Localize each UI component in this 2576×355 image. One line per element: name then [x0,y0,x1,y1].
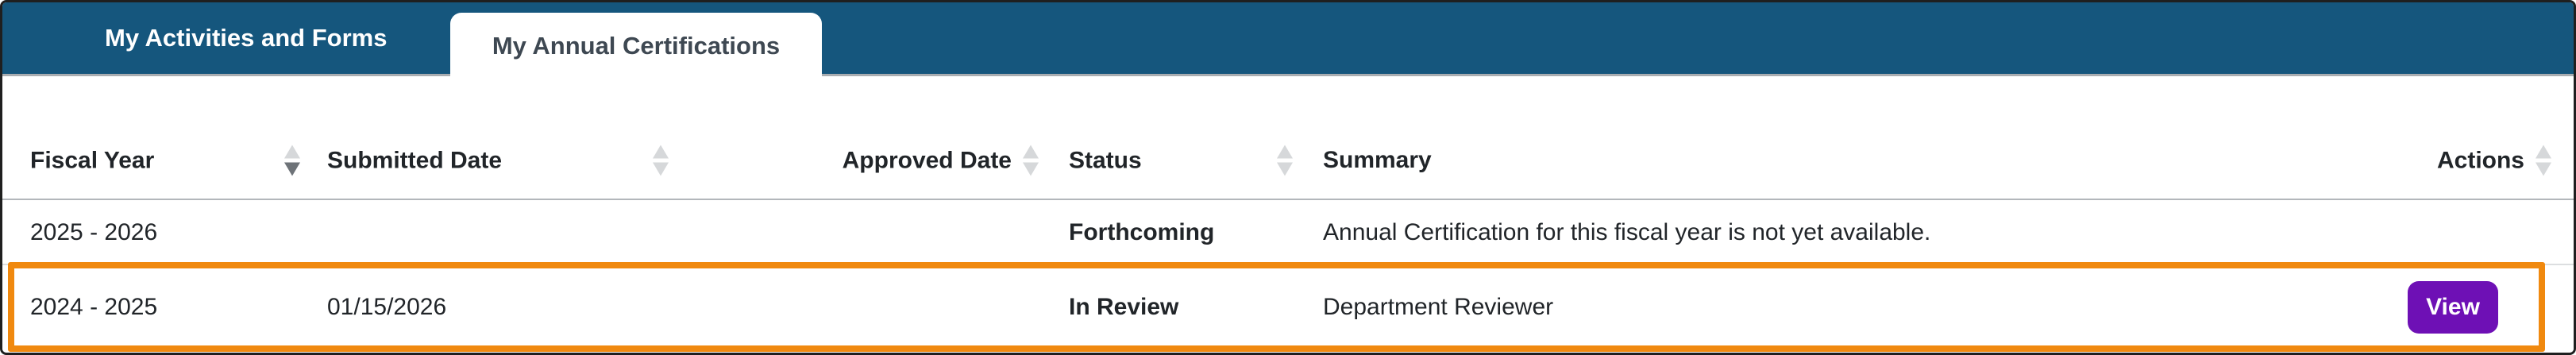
tab-bar: My Activities and Forms My Annual Certif… [2,2,2574,79]
caret-down-icon [2536,162,2551,176]
column-header-submitted-date[interactable]: Submitted Date [327,145,669,176]
column-label-approved-date: Approved Date [842,147,1012,173]
table-row: 2024 - 2025 01/15/2026 In Review Departm… [14,268,2539,345]
tab-my-activities-and-forms[interactable]: My Activities and Forms [105,24,388,52]
table-row: 2025 - 2026 Forthcoming Annual Certifica… [2,202,2574,265]
view-button[interactable]: View [2408,280,2498,334]
certifications-table: Fiscal Year Submitted Date Approved Date… [2,76,2574,353]
column-header-approved-date[interactable]: Approved Date [800,145,1039,176]
caret-down-icon [653,162,669,176]
column-label-actions: Actions [2436,147,2524,173]
sort-icon[interactable] [2536,145,2551,176]
fiscal-year-cell: 2025 - 2026 [30,219,158,245]
sort-icon[interactable] [653,145,669,176]
submitted-date-cell: 01/15/2026 [327,293,447,320]
column-header-status[interactable]: Status [1069,145,1293,176]
sort-icon[interactable] [1023,145,1039,176]
tab-my-annual-certifications[interactable]: My Annual Certifications [450,13,822,79]
caret-down-icon [1023,162,1039,176]
sort-icon[interactable] [1277,145,1293,176]
caret-up-icon [1277,145,1293,159]
fiscal-year-cell: 2024 - 2025 [30,293,158,320]
highlighted-row-outline: 2024 - 2025 01/15/2026 In Review Departm… [8,262,2545,352]
sort-icon[interactable] [284,145,300,176]
caret-up-icon [284,145,300,159]
caret-down-icon [1277,162,1293,176]
table-header-row: Fiscal Year Submitted Date Approved Date… [2,122,2574,200]
column-label-summary: Summary [1323,147,1432,173]
summary-cell: Department Reviewer [1323,293,1554,320]
caret-up-icon [2536,145,2551,159]
status-cell: In Review [1069,293,1179,320]
caret-up-icon [653,145,669,159]
column-label-status: Status [1069,147,1142,173]
column-header-actions[interactable]: Actions [2437,145,2551,176]
status-cell: Forthcoming [1069,219,1215,245]
column-header-fiscal-year[interactable]: Fiscal Year [30,145,300,176]
column-label-fiscal-year: Fiscal Year [30,147,155,173]
caret-down-icon [284,162,300,176]
column-header-summary: Summary [1323,147,1432,174]
summary-cell: Annual Certification for this fiscal yea… [1323,219,1931,245]
column-label-submitted-date: Submitted Date [327,147,503,173]
caret-up-icon [1023,145,1039,159]
